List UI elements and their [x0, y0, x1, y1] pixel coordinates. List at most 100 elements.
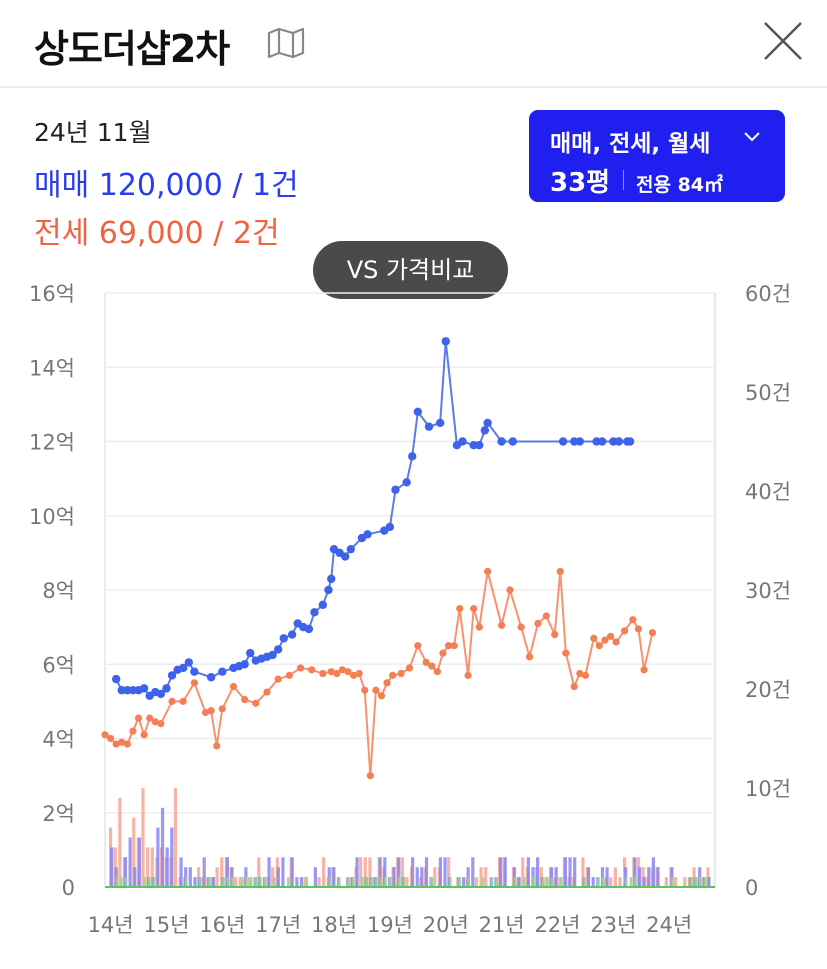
jeonse-volume-bar [238, 877, 242, 887]
jeonse-price-point [551, 630, 559, 639]
deal-type-filter-button[interactable]: 매매, 전세, 월세 33평 전용 84㎡ [529, 110, 785, 202]
monthly-volume-bar [629, 877, 633, 887]
sale-price-point [190, 667, 199, 676]
jeonse-price-point [241, 695, 249, 704]
left-tick-label: 14억 [29, 356, 75, 380]
jeonse-price-point [355, 669, 363, 678]
sale-volume-bar [133, 867, 137, 887]
jeonse-price-point [190, 679, 198, 687]
vs-compare-button[interactable]: VS 가격비교 [313, 241, 508, 299]
jeonse-price-point [338, 666, 347, 674]
monthly-volume-bar [495, 877, 498, 887]
monthly-volume-bar [245, 877, 248, 887]
jeonse-price-point [590, 634, 598, 642]
monthly-volume-bar [625, 877, 628, 887]
sale-volume-bar [707, 877, 711, 887]
sale-volume-bar [605, 867, 609, 887]
sale-price-point [558, 437, 568, 446]
sale-volume-bar [332, 867, 336, 887]
sale-price-point [268, 650, 277, 660]
sale-volume-bar [276, 867, 280, 887]
monthly-volume-bar [694, 877, 697, 887]
jeonse-price-point [450, 642, 458, 650]
monthly-volume-bar [467, 877, 471, 887]
monthly-volume-bar [379, 877, 383, 887]
sale-price-point [156, 689, 166, 699]
x-tick-label: 14년 [88, 913, 134, 937]
monthly-volume-bar [249, 877, 253, 887]
sale-price-point [597, 437, 607, 446]
monthly-volume-bar [148, 877, 151, 887]
left-tick-label: 10억 [29, 505, 75, 529]
jeonse-volume-bar [368, 857, 372, 887]
jeonse-price-point [612, 638, 620, 646]
sale-volume-bar [637, 867, 642, 887]
jeonse-price-point [542, 612, 550, 620]
jeonse-volume-bar [521, 857, 525, 887]
sale-volume-bar [642, 877, 646, 887]
monthly-volume-bar [273, 877, 276, 887]
jeonse-price-point [562, 649, 570, 657]
sale-price-point [483, 418, 492, 428]
jeonse-volume-bar [173, 788, 178, 887]
jeonse-price-point [414, 642, 422, 650]
monthly-volume-bar [532, 877, 535, 887]
monthly-volume-bar [481, 877, 484, 887]
jeonse-volume-bar [271, 867, 275, 887]
sale-volume-bar [160, 807, 165, 887]
monthly-volume-bar [286, 877, 290, 887]
jeonse-volume-bar [322, 857, 326, 887]
monthly-volume-bar [430, 877, 434, 887]
sale-price-point [246, 648, 255, 658]
right-tick-label: 0 [745, 876, 758, 900]
jeonse-price-point [556, 567, 564, 576]
sale-volume-bar [397, 857, 401, 887]
monthly-volume-bar [560, 877, 563, 887]
map-icon[interactable] [266, 27, 306, 59]
monthly-volume-bar [305, 877, 308, 887]
sale-volume-bar [503, 857, 507, 887]
monthly-volume-bar [703, 877, 707, 887]
jeonse-price-point [263, 688, 271, 696]
jeonse-price-point [366, 772, 374, 780]
jeonse-price-point [383, 679, 391, 687]
monthly-volume-bar [365, 877, 369, 887]
sale-price-point [424, 422, 434, 431]
sale-volume-bar [647, 867, 651, 887]
sale-volume-bar [656, 867, 660, 887]
jeonse-volume-bar [664, 877, 668, 887]
sale-price-point [218, 667, 227, 676]
jeonse-price-point [484, 567, 492, 576]
jeonse-price-point [179, 697, 187, 705]
jeonse-price-point [274, 675, 282, 683]
monthly-volume-bar [328, 877, 332, 887]
jeonse-price-point [606, 632, 615, 641]
jeonse-price-point [576, 669, 584, 678]
sale-volume-bar [573, 857, 577, 887]
sale-price-point [435, 418, 445, 428]
jeonse-price-point [506, 586, 514, 594]
x-tick-label: 23년 [590, 913, 636, 937]
jeonse-volume-bar [400, 857, 404, 887]
sale-price-point [273, 645, 283, 654]
page-title: 상도더샵2차 [34, 27, 230, 71]
sale-price-point [391, 485, 400, 494]
jeonse-price-point [296, 664, 305, 672]
size-label: 33평 [550, 168, 611, 198]
jeonse-volume-bar [613, 867, 617, 887]
monthly-volume-bar [351, 877, 355, 887]
sale-volume-bar [651, 857, 655, 887]
jeonse-price-point [475, 623, 483, 631]
monthly-volume-bar [259, 877, 262, 887]
sale-price-point [324, 585, 333, 595]
monthly-volume-bar [254, 877, 258, 887]
jeonse-price-point [218, 705, 226, 713]
jeonse-price-point [252, 699, 260, 707]
jeonse-price-point [444, 642, 453, 650]
jeonse-price-point [433, 668, 441, 676]
sale-price-point [304, 624, 314, 634]
monthly-volume-bar [384, 877, 387, 887]
sale-volume-bar [568, 857, 572, 887]
close-icon[interactable] [760, 18, 806, 64]
monthly-volume-bar [458, 877, 461, 887]
